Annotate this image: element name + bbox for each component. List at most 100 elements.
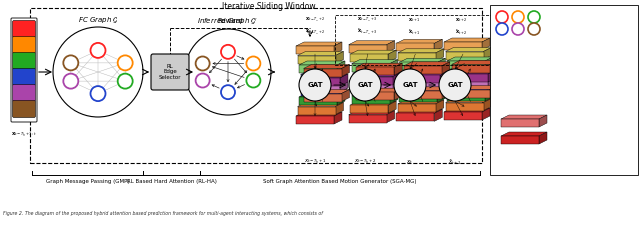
- Circle shape: [528, 11, 540, 23]
- Text: GAT: GAT: [402, 82, 418, 88]
- Polygon shape: [490, 86, 497, 97]
- Polygon shape: [302, 74, 348, 78]
- Polygon shape: [449, 67, 495, 70]
- Polygon shape: [399, 90, 445, 94]
- Polygon shape: [403, 81, 440, 89]
- Polygon shape: [451, 86, 497, 90]
- FancyBboxPatch shape: [13, 36, 35, 54]
- Circle shape: [118, 74, 132, 89]
- Polygon shape: [447, 57, 493, 61]
- Polygon shape: [303, 90, 349, 94]
- Polygon shape: [303, 68, 342, 76]
- Polygon shape: [394, 88, 402, 100]
- Polygon shape: [486, 67, 495, 79]
- Polygon shape: [445, 103, 483, 110]
- Text: $\mathbf{x}_{t+1}$: $\mathbf{x}_{t+1}$: [408, 16, 420, 24]
- Polygon shape: [399, 58, 445, 62]
- Polygon shape: [390, 60, 397, 72]
- Polygon shape: [301, 83, 346, 88]
- Text: $\hat{\mathbf{x}}_{t-T_h+2}$: $\hat{\mathbf{x}}_{t-T_h+2}$: [305, 27, 325, 37]
- Polygon shape: [444, 112, 482, 120]
- Circle shape: [185, 29, 271, 115]
- Polygon shape: [299, 93, 345, 97]
- Text: Iterative Sliding Window: Iterative Sliding Window: [222, 2, 316, 11]
- Polygon shape: [437, 90, 445, 102]
- Text: $\mathbf{x}_{t-T_h+2}$: $\mathbf{x}_{t-T_h+2}$: [305, 16, 325, 24]
- Text: GAT: GAT: [307, 82, 323, 88]
- Polygon shape: [356, 92, 394, 100]
- FancyBboxPatch shape: [13, 85, 35, 101]
- Text: Embedding (E-LSTM): Embedding (E-LSTM): [550, 137, 605, 142]
- Circle shape: [90, 43, 106, 58]
- Polygon shape: [501, 132, 547, 136]
- Polygon shape: [388, 101, 396, 113]
- Polygon shape: [337, 61, 345, 73]
- Polygon shape: [488, 76, 496, 88]
- Polygon shape: [488, 70, 496, 82]
- Polygon shape: [485, 57, 493, 69]
- Text: $x_{t-T_h+2}$: $x_{t-T_h+2}$: [354, 158, 376, 166]
- Text: $\hat{\mathbf{x}}_{t+2}$: $\hat{\mathbf{x}}_{t+2}$: [455, 27, 467, 37]
- Polygon shape: [351, 64, 390, 72]
- Text: Bidirectional Edges
(in Inferred Graph): Bidirectional Edges (in Inferred Graph): [550, 75, 601, 86]
- Circle shape: [53, 27, 143, 117]
- Polygon shape: [450, 76, 496, 80]
- Circle shape: [118, 55, 132, 70]
- Text: Bidirectional Edges
(in FC Graph): Bidirectional Edges (in FC Graph): [550, 52, 601, 62]
- Polygon shape: [298, 52, 344, 56]
- Polygon shape: [440, 77, 449, 89]
- Text: Figure 2. The diagram of the proposed hybrid attention based prediction framewor: Figure 2. The diagram of the proposed hy…: [3, 211, 323, 216]
- Polygon shape: [350, 54, 388, 62]
- Polygon shape: [447, 61, 485, 69]
- Text: Unidirectional Edges
(in Inferred Graph): Unidirectional Edges (in Inferred Graph): [550, 98, 604, 108]
- Polygon shape: [303, 94, 342, 101]
- Polygon shape: [351, 92, 397, 96]
- Polygon shape: [404, 87, 450, 91]
- Polygon shape: [449, 79, 495, 83]
- Polygon shape: [349, 115, 387, 123]
- Polygon shape: [298, 103, 344, 106]
- Polygon shape: [483, 47, 492, 59]
- Text: $x_{t-T_h+1}$: $x_{t-T_h+1}$: [304, 158, 326, 166]
- Polygon shape: [436, 49, 444, 61]
- Polygon shape: [302, 78, 340, 86]
- Polygon shape: [447, 89, 493, 93]
- Text: Soft Graph Attention Based Motion Generator (SGA-MG): Soft Graph Attention Based Motion Genera…: [263, 179, 417, 184]
- Polygon shape: [482, 108, 490, 120]
- Circle shape: [349, 69, 381, 101]
- Circle shape: [246, 56, 260, 70]
- Polygon shape: [445, 99, 492, 103]
- Circle shape: [496, 23, 508, 35]
- Polygon shape: [404, 62, 450, 66]
- Polygon shape: [442, 87, 450, 99]
- Polygon shape: [396, 39, 442, 43]
- Polygon shape: [390, 92, 397, 104]
- Polygon shape: [340, 80, 348, 92]
- Polygon shape: [387, 111, 395, 123]
- Polygon shape: [334, 112, 342, 124]
- Text: GAT: GAT: [357, 82, 373, 88]
- Polygon shape: [403, 77, 449, 81]
- Polygon shape: [445, 52, 483, 59]
- Polygon shape: [351, 60, 397, 64]
- Text: FC Graph $\mathcal{G}$: FC Graph $\mathcal{G}$: [77, 15, 118, 25]
- FancyBboxPatch shape: [11, 18, 37, 122]
- Polygon shape: [301, 74, 339, 83]
- Polygon shape: [483, 99, 492, 110]
- FancyBboxPatch shape: [13, 52, 35, 70]
- Polygon shape: [447, 93, 485, 101]
- Polygon shape: [399, 62, 437, 70]
- Polygon shape: [439, 81, 447, 93]
- Circle shape: [246, 74, 260, 88]
- Polygon shape: [388, 50, 396, 62]
- Text: Graph Message Passing (GMP): Graph Message Passing (GMP): [45, 179, 129, 184]
- Polygon shape: [355, 83, 393, 91]
- Polygon shape: [391, 82, 399, 94]
- Polygon shape: [387, 41, 395, 53]
- Polygon shape: [482, 38, 490, 50]
- Polygon shape: [398, 100, 444, 104]
- Polygon shape: [339, 83, 346, 95]
- Circle shape: [394, 69, 426, 101]
- Polygon shape: [396, 113, 435, 121]
- Circle shape: [196, 74, 210, 88]
